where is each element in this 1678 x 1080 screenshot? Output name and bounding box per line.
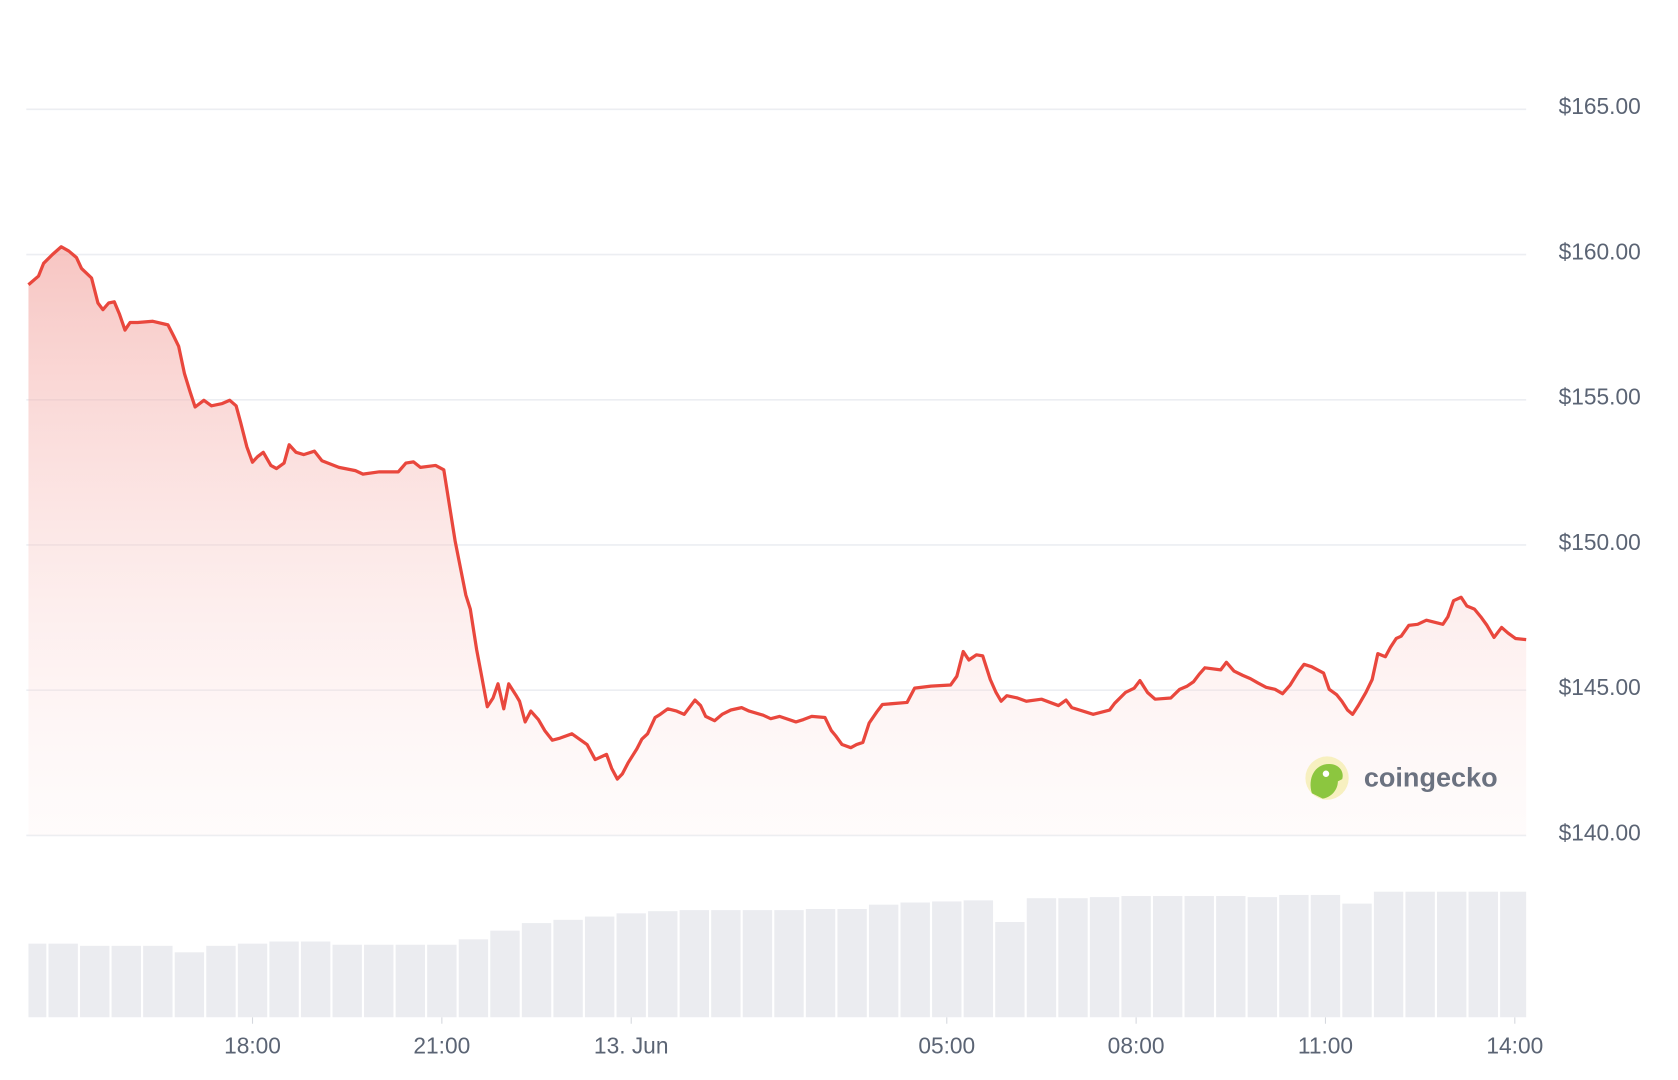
logo-eye [1322, 770, 1330, 777]
y-tick-label: $140.00 [1559, 819, 1641, 845]
volume-bar [1468, 891, 1498, 1018]
volume-bar [1310, 894, 1341, 1018]
volume-bar [1437, 891, 1467, 1018]
volume-bar [1500, 891, 1527, 1018]
volume-bar [1279, 894, 1309, 1018]
volume-bar [679, 910, 710, 1018]
volume-bar [995, 922, 1025, 1018]
x-tick-label: 14:00 [1486, 1033, 1543, 1059]
volume-bar [1058, 898, 1088, 1018]
volume-bar [80, 945, 110, 1018]
x-tick-label: 18:00 [224, 1033, 281, 1059]
volume-bar [805, 909, 836, 1018]
volume-bar [616, 913, 646, 1018]
y-tick-label: $155.00 [1559, 384, 1641, 410]
volume-bar [711, 910, 741, 1018]
volume-bar [1152, 896, 1183, 1018]
price [27, 245, 1527, 836]
price-line [27, 245, 1527, 781]
volume-bar [1247, 897, 1278, 1018]
volume-bar [332, 944, 362, 1018]
x-tick-label: 21:00 [413, 1033, 470, 1059]
y-tick-label: $145.00 [1559, 674, 1641, 700]
volume-bar [521, 923, 552, 1018]
volume-bar [490, 930, 520, 1018]
y-tick-label: $150.00 [1559, 529, 1641, 555]
watermark-text: coingecko [1364, 763, 1498, 793]
volume-bar [269, 941, 299, 1018]
volume-bar [932, 901, 962, 1018]
volume-bar [1121, 896, 1151, 1018]
watermark: coingecko [1305, 756, 1498, 800]
volume-bar [458, 939, 489, 1018]
volume-bar [1026, 898, 1057, 1018]
volume-bar [206, 945, 236, 1018]
x-tick-label: 05:00 [918, 1033, 975, 1059]
volume-bar [648, 911, 678, 1018]
volume-bar [774, 910, 804, 1018]
y-tick-label: $165.00 [1559, 93, 1641, 119]
volume-bar [395, 944, 426, 1018]
logo [1310, 764, 1343, 799]
volume-bars [28, 891, 1527, 1018]
x-tick-label: 08:00 [1108, 1033, 1165, 1059]
volume-bar [427, 944, 457, 1018]
volume-bar [174, 952, 205, 1018]
volume-bar [837, 909, 867, 1018]
volume-bar [900, 902, 930, 1018]
grid: $140.00 $145.00 $150.00 $155.00 $160.00 $165.… [26, 93, 1641, 1059]
volume-bar [111, 945, 141, 1018]
volume-bar [1184, 896, 1214, 1018]
volume-bar [48, 943, 78, 1018]
volume-bar [963, 900, 994, 1018]
volume-bar [143, 945, 173, 1018]
volume-bar [364, 944, 394, 1018]
y-tick-label: $160.00 [1559, 238, 1641, 264]
price-area [28, 246, 1527, 836]
volume-bar [1373, 891, 1404, 1018]
volume-bar [742, 910, 773, 1018]
volume-bar [1089, 897, 1120, 1018]
volume-bar [1342, 903, 1372, 1018]
volume-bar [237, 943, 268, 1018]
x-tick-label: 11:00 [1298, 1033, 1353, 1059]
x-tick-label: 13. Jun [594, 1033, 669, 1059]
volume-bar [300, 941, 331, 1018]
volume-bar [28, 943, 47, 1018]
volume-bar [868, 904, 899, 1018]
volume-bar [584, 916, 615, 1018]
volume-bar [553, 919, 583, 1018]
volume-bar [1405, 891, 1435, 1018]
volume-bar [1216, 896, 1246, 1018]
